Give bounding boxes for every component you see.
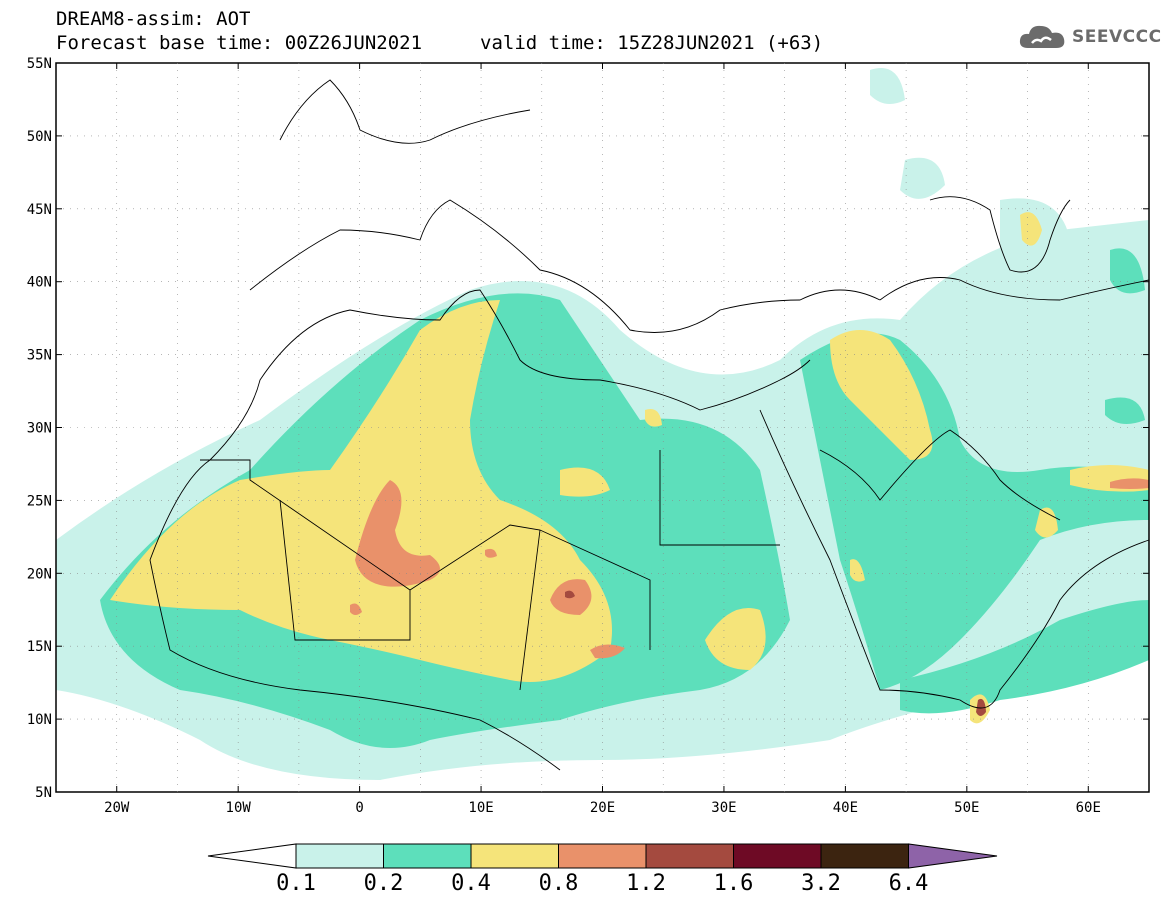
colorbar-box	[470, 843, 559, 869]
colorbar-label: 0.4	[451, 871, 491, 896]
lat-tick-label: 10N	[27, 712, 52, 728]
cloud-icon	[1019, 25, 1065, 48]
colorbar-box	[383, 843, 472, 869]
colorbar-label: 0.2	[364, 871, 404, 896]
lon-tick-label: 20E	[590, 800, 615, 816]
lon-tick-label: 30E	[711, 800, 736, 816]
colorbar-label: 0.1	[276, 871, 316, 896]
aot-field	[56, 68, 1149, 780]
axis-ticks: 20W 10W 0 10E 20E 30E 40E 50E 60E 5N 10N 15N 20N 25N 3…	[27, 56, 1149, 816]
colorbar-box	[295, 843, 384, 869]
colorbar-box	[820, 843, 909, 869]
logo-text: SEEVCCC	[1072, 27, 1162, 47]
lat-tick-label: 5N	[35, 785, 52, 801]
lat-tick-label: 30N	[27, 421, 52, 437]
colorbar-box	[733, 843, 822, 869]
forecast-base-time: Forecast base time: 00Z26JUN2021	[56, 32, 423, 54]
lat-tick-label: 45N	[27, 202, 52, 218]
colorbar-label: 1.2	[626, 871, 666, 896]
valid-time: valid time: 15Z28JUN2021 (+63)	[480, 32, 824, 54]
colorbar-box	[645, 843, 734, 869]
colorbar-over-triangle	[908, 843, 998, 869]
seevccc-logo: SEEVCCC	[1018, 22, 1162, 52]
map-title: DREAM8-assim: AOT	[56, 8, 251, 30]
lat-tick-label: 50N	[27, 129, 52, 145]
lon-tick-label: 10W	[226, 800, 252, 816]
colorbar-label: 0.8	[539, 871, 579, 896]
aot-contour-0.8	[350, 478, 1149, 659]
lat-tick-label: 35N	[27, 348, 52, 364]
colorbar-box	[558, 843, 647, 869]
lon-tick-label: 0	[355, 800, 363, 816]
lat-tick-label: 40N	[27, 275, 52, 291]
lat-tick-label: 15N	[27, 639, 52, 655]
colorbar-label: 1.6	[714, 871, 754, 896]
lon-tick-label: 20W	[104, 800, 130, 816]
lat-tick-label: 20N	[27, 566, 52, 582]
lat-tick-label: 55N	[27, 56, 52, 72]
colorbar-label: 3.2	[801, 871, 841, 896]
lon-tick-label: 40E	[833, 800, 858, 816]
lat-tick-label: 25N	[27, 493, 52, 509]
colorbar-under-triangle	[207, 843, 297, 869]
lon-tick-label: 60E	[1076, 800, 1101, 816]
coastlines	[149, 79, 1150, 771]
lon-tick-label: 10E	[468, 800, 493, 816]
colorbar-label: 6.4	[889, 871, 929, 896]
graticule	[56, 63, 1149, 792]
colorbar: 0.1 0.2 0.4 0.8 1.2 1.6 3.2 6.4	[207, 843, 998, 896]
aot-contour-1.2	[565, 590, 986, 716]
aot-contour-0.4	[110, 212, 1149, 724]
lon-tick-label: 50E	[954, 800, 979, 816]
